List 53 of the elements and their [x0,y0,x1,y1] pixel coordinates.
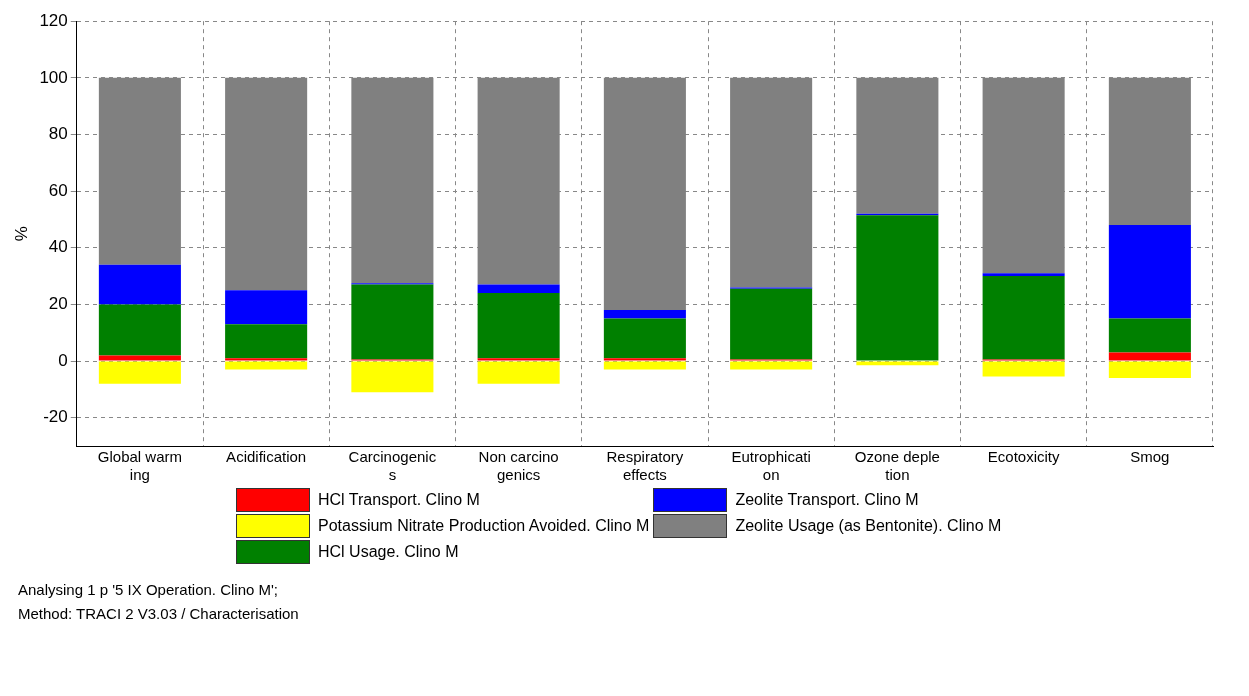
bar [477,358,560,361]
x-tick-label: Ozone deple tion [854,448,940,484]
bar [982,276,1065,360]
bar [603,310,686,319]
y-tick-label: -20 [43,407,68,427]
bar [477,361,560,384]
bar [1108,352,1191,361]
bar [982,273,1065,277]
bar [98,355,181,361]
bar [225,358,308,361]
bar [856,215,939,361]
x-tick-label: Eutrophicati on [731,448,811,484]
bar [1108,318,1191,353]
y-tick-label: 40 [48,237,68,257]
bar [603,361,686,370]
y-axis-title: % [11,226,31,242]
bar [982,361,1065,377]
bar [730,361,813,370]
text: Method: TRACI 2 V3.03 / Characterisation [18,604,300,624]
y-tick-label: 20 [48,294,68,314]
y-tick-label: 80 [48,124,68,144]
x-tick-label: Non carcino genics [478,448,559,484]
x-tick-label: Ecotoxicity [987,448,1060,466]
y-tick-label: 0 [58,350,68,370]
x-tick-label: Smog [1130,448,1170,466]
x-tick-label: Global warm ing [97,448,182,484]
bar [98,264,181,305]
bar [477,293,560,359]
bar [225,361,308,370]
bar [351,361,434,393]
bar [351,284,434,360]
x-tick-label: Carcinogenic s [348,448,437,484]
y-tick-label: 60 [48,180,68,200]
x-tick-label: Respiratory effects [606,448,684,484]
bar [477,284,560,294]
bar [225,290,308,325]
bar [603,358,686,361]
legend-label: Potassium Nitrate Production Avoided. Clino M [318,517,650,535]
bar [1108,225,1191,319]
y-tick-label: 120 [39,10,68,30]
text: Analysing 1 p '5 IX Operation. Clino M'; [18,580,280,600]
bar [98,361,181,384]
bar [730,288,813,360]
x-tick-label: Acidification [226,448,307,466]
legend-label: HCl Usage. Clino M [318,543,459,561]
bar [225,324,308,359]
y-tick-label: 100 [39,67,68,87]
legend-label: HCl Transport. Clino M [318,491,480,509]
bar [98,304,181,356]
legend-label: Zeolite Transport. Clino M [735,491,919,509]
legend-label: Zeolite Usage (as Bentonite). Clino M [735,517,1002,535]
bar [603,318,686,359]
bar [1108,361,1191,379]
